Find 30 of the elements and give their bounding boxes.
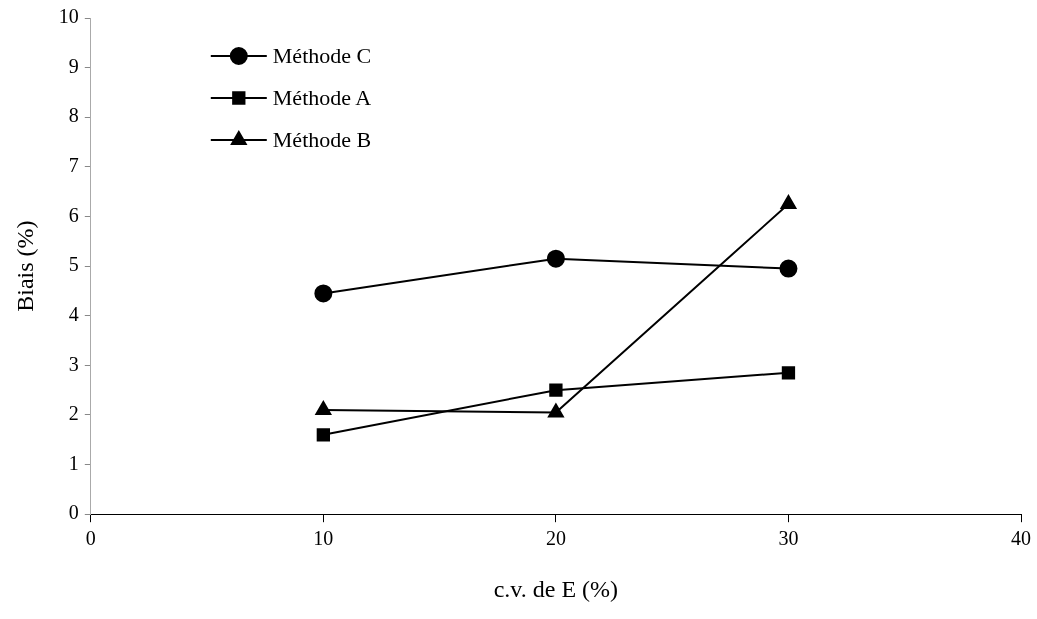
y-tick-label: 9 <box>68 54 79 77</box>
x-tick-label: 0 <box>85 527 96 550</box>
point <box>781 366 796 380</box>
y-tick-label: 3 <box>68 352 79 375</box>
legend-label: Méthode B <box>272 126 372 152</box>
y-tick-label: 8 <box>68 104 79 127</box>
point <box>547 403 564 418</box>
y-tick-label: 0 <box>68 501 79 524</box>
legend-label: Méthode C <box>272 42 372 68</box>
legend-label: Méthode A <box>272 84 372 110</box>
point <box>315 401 332 415</box>
point <box>549 383 563 397</box>
x-tick-label: 40 <box>1011 527 1031 550</box>
y-axis-title: Biais (%) <box>11 220 38 312</box>
point <box>780 195 797 210</box>
x-axis-title: c.v. de E (%) <box>493 575 619 602</box>
point <box>546 249 565 268</box>
y-tick-label: 4 <box>68 302 79 325</box>
x-tick-label: 30 <box>778 527 799 550</box>
point <box>316 428 331 442</box>
y-tick-label: 6 <box>68 203 79 226</box>
y-tick-label: 7 <box>68 154 79 177</box>
y-tick-label: 10 <box>58 5 79 28</box>
x-tick-label: 10 <box>313 527 334 550</box>
y-tick-label: 1 <box>68 451 79 474</box>
point <box>314 284 333 303</box>
y-tick-label: 5 <box>68 253 79 276</box>
point <box>779 259 798 278</box>
y-tick-label: 2 <box>68 402 79 425</box>
x-tick-label: 20 <box>545 527 566 550</box>
